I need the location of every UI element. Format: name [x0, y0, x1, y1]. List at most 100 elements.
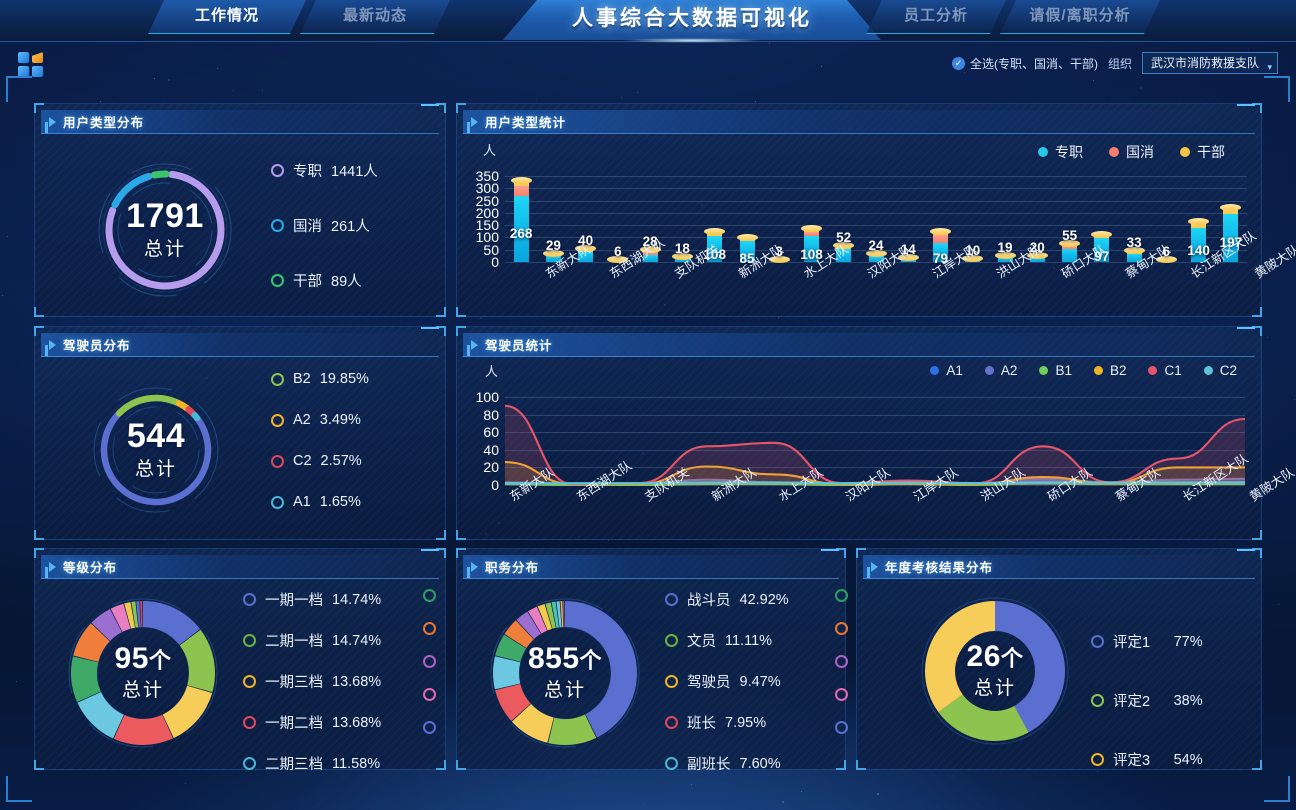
legend-item[interactable]: 国消 — [1109, 142, 1154, 162]
donut-driver: 544 总计 — [81, 375, 231, 525]
legend-value: 14.74% — [332, 633, 381, 649]
panel-header: 职务分布 — [463, 555, 839, 579]
legend-item[interactable]: 副班长 7.60% — [665, 753, 789, 774]
legend-color-dot — [835, 622, 848, 635]
header-bar-icon — [45, 567, 48, 578]
legend-item[interactable]: A1 — [930, 363, 963, 378]
legend-item[interactable]: 干部 — [1180, 142, 1225, 162]
legend-driver: B2 19.85% A2 3.49% C2 2.57% A1 1.65% — [271, 371, 369, 510]
legend-label: 一期三档 — [265, 671, 323, 692]
play-triangle-icon — [49, 562, 56, 572]
legend-label: 战斗员 — [687, 589, 731, 610]
bar-value-label: 268 — [510, 226, 533, 241]
legend-item[interactable]: 评定3 54% — [1091, 749, 1203, 770]
legend-color-dot — [985, 366, 994, 375]
legend-color-dot — [243, 675, 256, 688]
legend-item[interactable]: 评定1 77% — [1091, 631, 1203, 652]
legend-label: C1 — [1164, 363, 1181, 378]
legend-label: B2 — [293, 371, 311, 387]
legend-item[interactable] — [423, 589, 436, 602]
legend-item[interactable] — [423, 721, 436, 734]
legend-item[interactable]: 文员 11.11% — [665, 630, 789, 651]
checkbox-check-icon: ✓ — [952, 57, 965, 70]
legend-item[interactable]: B2 — [1094, 363, 1127, 378]
legend-item[interactable]: 专职 1441人 — [271, 160, 378, 181]
panel-user-type-statistics: 用户类型统计 人 0 50 100 150 200 250 300 350 268 29 40 6 28 1… — [456, 103, 1262, 317]
bar-top-cap — [801, 225, 822, 232]
legend-item[interactable]: C2 2.57% — [271, 453, 369, 469]
legend-color-dot — [423, 655, 436, 668]
panel-title: 年度考核结果分布 — [885, 557, 993, 576]
legend-item[interactable] — [835, 622, 848, 635]
legend-item[interactable]: 评定2 38% — [1091, 690, 1203, 711]
legend-item[interactable]: 一期一档 14.74% — [243, 589, 381, 610]
legend-item[interactable]: 战斗员 42.92% — [665, 589, 789, 610]
panel-driver-distribution: 驾驶员分布 544 总计 B2 19.85% A2 3.49% C2 2.57% — [34, 326, 446, 540]
select-all-checkbox[interactable]: ✓ 全选(专职、国消、干部) — [952, 55, 1098, 72]
legend-color-dot — [243, 757, 256, 770]
legend-color-dot — [271, 373, 284, 386]
legend-item[interactable]: 国消 261人 — [271, 215, 378, 236]
legend-label: A2 — [293, 412, 311, 428]
legend-color-dot — [1180, 147, 1190, 157]
tab-employee-analysis[interactable]: 员工分析 — [866, 0, 1006, 34]
legend-value: 11.58% — [332, 756, 380, 772]
legend-value: 14.74% — [332, 592, 381, 608]
play-triangle-icon — [471, 117, 478, 127]
legend-item[interactable]: C1 — [1148, 363, 1181, 378]
legend-value: 42.92% — [740, 592, 789, 608]
legend-item[interactable]: A1 1.65% — [271, 494, 369, 510]
legend-item[interactable] — [835, 688, 848, 701]
bar-top-cap — [930, 228, 951, 235]
gridline — [505, 176, 1247, 177]
legend-label: 评定1 — [1113, 631, 1150, 652]
legend-item[interactable] — [835, 655, 848, 668]
chart-legend: 专职 国消 干部 — [1038, 142, 1225, 162]
gridline — [505, 201, 1247, 202]
legend-grade-column2 — [423, 589, 436, 734]
legend-item[interactable]: 一期三档 13.68% — [243, 671, 381, 692]
legend-item[interactable]: B1 — [1039, 363, 1072, 378]
legend-label: 评定3 — [1113, 749, 1150, 770]
legend-color-dot — [1039, 366, 1048, 375]
legend-value: 89人 — [331, 270, 362, 291]
tab-leave-resign-analysis[interactable]: 请假/离职分析 — [1000, 0, 1160, 34]
panel-header: 驾驶员统计 — [463, 333, 1255, 357]
legend-value: 38% — [1159, 693, 1203, 709]
legend-item[interactable]: A2 3.49% — [271, 412, 369, 428]
legend-item[interactable]: 班长 7.95% — [665, 712, 789, 733]
tab-latest-news[interactable]: 最新动态 — [300, 0, 450, 34]
legend-item[interactable]: 干部 89人 — [271, 270, 378, 291]
panel-user-type-distribution: 用户类型分布 1791 总计 专职 1441人 国消 261人 干部 89人 — [34, 103, 446, 317]
legend-item[interactable]: 二期一档 14.74% — [243, 630, 381, 651]
gridline — [505, 225, 1247, 226]
legend-item[interactable]: B2 19.85% — [271, 371, 369, 387]
legend-label: 国消 — [1126, 142, 1154, 162]
bar-value-label: 55 — [1062, 228, 1077, 243]
legend-item[interactable] — [423, 622, 436, 635]
legend-item[interactable]: 驾驶员 9.47% — [665, 671, 789, 692]
legend-item[interactable] — [835, 721, 848, 734]
legend-item[interactable] — [835, 589, 848, 602]
legend-value: 261人 — [331, 215, 370, 236]
legend-value: 13.68% — [332, 715, 381, 731]
legend-color-dot — [665, 757, 678, 770]
legend-item[interactable]: 专职 — [1038, 142, 1083, 162]
legend-label: A1 — [946, 363, 963, 378]
legend-label: 班长 — [687, 712, 716, 733]
legend-item[interactable]: C2 — [1204, 363, 1237, 378]
bar[interactable] — [514, 181, 529, 262]
legend-color-dot — [1091, 694, 1104, 707]
legend-item[interactable] — [423, 655, 436, 668]
app-logo-icon — [18, 52, 44, 78]
org-select[interactable]: 武汉市消防救援支队 ▾ — [1142, 52, 1278, 74]
bar-segment-national — [933, 235, 948, 242]
bar-chart-user-type: 人 0 50 100 150 200 250 300 350 268 29 40 6 28 18 108 85 3… — [463, 138, 1255, 310]
legend-item[interactable] — [423, 688, 436, 701]
legend-item[interactable]: 一期二档 13.68% — [243, 712, 381, 733]
panel-driver-statistics: 驾驶员统计 人 0 20 40 60 80 100 东新大队 东西湖大队 支队机关 新洲大队 水上大队… — [456, 326, 1262, 540]
legend-value: 7.95% — [725, 715, 766, 731]
legend-item[interactable]: 二期三档 11.58% — [243, 753, 381, 774]
legend-item[interactable]: A2 — [985, 363, 1018, 378]
tab-work-status[interactable]: 工作情况 — [148, 0, 306, 34]
